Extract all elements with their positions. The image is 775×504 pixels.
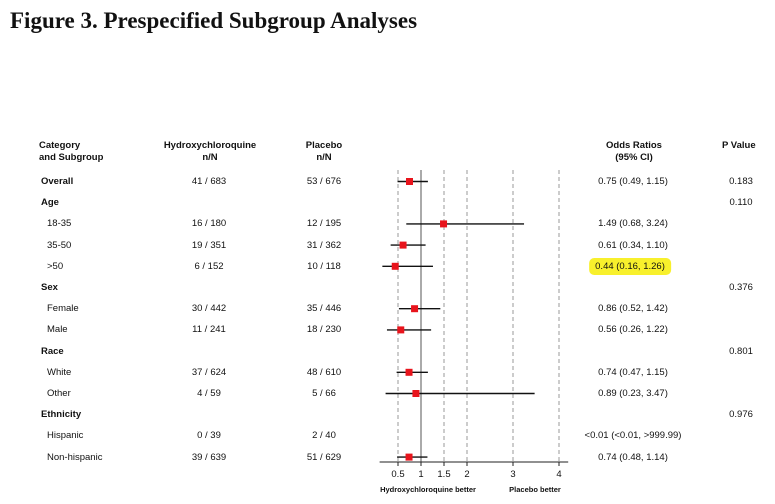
placebo-count: 48 / 610 (306, 366, 342, 378)
header-placebo-line1: Placebo (305, 140, 343, 151)
x-tick-label: 1.5 (437, 469, 450, 480)
point-estimate (411, 305, 419, 313)
point-estimate (405, 368, 413, 376)
placebo-count: 51 / 629 (306, 451, 342, 463)
placebo-count: 12 / 195 (306, 218, 342, 230)
highlighted-ci-text: 0.44 (0.16, 1.26) (589, 257, 671, 275)
subgroup-label: Non-hispanic (47, 451, 103, 463)
category-label: Sex (41, 282, 58, 293)
subgroup-label: Male (47, 324, 68, 336)
placebo-count: 31 / 362 (306, 239, 342, 251)
odds-ratio-ci: 0.44 (0.16, 1.26) (589, 257, 671, 275)
category-label: Age (41, 197, 59, 209)
odds-ratio-ci: 0.86 (0.52, 1.42) (598, 303, 668, 315)
point-estimate (397, 326, 405, 334)
p-value: 0.976 (729, 409, 753, 421)
header-placebo-line2: n/N (316, 152, 332, 163)
p-value: 0.183 (729, 176, 753, 187)
header-p-value: P Value (722, 140, 756, 151)
point-estimate (399, 241, 407, 249)
subgroup-label: 35-50 (47, 239, 72, 251)
category-label: Ethnicity (41, 409, 82, 421)
header-category-line1: Category (39, 140, 81, 151)
hcq-count: 19 / 351 (191, 239, 227, 251)
hcq-count: 16 / 180 (191, 218, 227, 230)
placebo-count: 53 / 676 (306, 176, 342, 187)
subgroup-label: 18-35 (47, 218, 72, 230)
right-direction-label: Placebo better (509, 485, 561, 494)
header-hcq: Hydroxychloroquine n/N (150, 140, 270, 164)
header-or-line2: (95% CI) (615, 152, 653, 163)
odds-ratio-ci: 0.75 (0.49, 1.15) (598, 176, 668, 187)
subgroup-label: Other (47, 388, 71, 399)
x-tick-label: 3 (510, 469, 515, 480)
odds-ratio-ci: <0.01 (<0.01, >999.99) (584, 430, 682, 442)
odds-ratio-ci: 0.89 (0.23, 3.47) (598, 388, 668, 399)
figure-title: Figure 3. Prespecified Subgroup Analyses (10, 8, 418, 33)
header-placebo: Placebo n/N (294, 140, 354, 164)
odds-ratio-ci: 1.49 (0.68, 3.24) (598, 218, 668, 230)
x-tick-label: 2 (464, 469, 469, 480)
hcq-count: 6 / 152 (194, 260, 224, 272)
hcq-count: 30 / 442 (191, 303, 227, 315)
header-odds-ratios: Odds Ratios (95% CI) (594, 140, 674, 164)
header-or-line1: Odds Ratios (606, 140, 662, 151)
hcq-count: 4 / 59 (197, 388, 221, 399)
odds-ratio-ci: 0.56 (0.26, 1.22) (598, 324, 668, 336)
placebo-count: 5 / 66 (312, 388, 336, 399)
p-value: 0.801 (729, 345, 753, 357)
point-estimate (440, 220, 448, 228)
hcq-count: 11 / 241 (192, 324, 226, 336)
odds-ratio-ci: 0.74 (0.47, 1.15) (598, 366, 668, 378)
header-hcq-line1: Hydroxychloroquine (163, 140, 257, 151)
left-direction-label: Hydroxychloroquine better (380, 485, 476, 494)
x-tick-label: 1 (418, 469, 423, 480)
header-hcq-line2: n/N (202, 152, 218, 163)
subgroup-label: White (47, 366, 72, 378)
hcq-count: 0 / 39 (197, 430, 221, 442)
subgroup-label: Female (47, 303, 79, 315)
category-label: Overall (41, 176, 74, 187)
placebo-count: 2 / 40 (312, 430, 336, 442)
point-estimate (412, 390, 420, 397)
header-category: Category and Subgroup (39, 140, 103, 164)
point-estimate (391, 262, 399, 270)
point-estimate (405, 453, 413, 461)
hcq-count: 37 / 624 (191, 366, 227, 378)
header-category-line2: and Subgroup (39, 152, 104, 163)
p-value: 0.110 (729, 197, 753, 209)
odds-ratio-ci: 0.61 (0.34, 1.10) (598, 239, 668, 251)
placebo-count: 35 / 446 (306, 303, 342, 315)
subgroup-label: Hispanic (47, 430, 84, 442)
x-tick-label: 0.5 (391, 469, 404, 480)
p-value: 0.376 (729, 282, 753, 293)
hcq-count: 39 / 639 (191, 451, 227, 463)
hcq-count: 41 / 683 (191, 176, 227, 187)
odds-ratio-ci: 0.74 (0.48, 1.14) (598, 451, 668, 463)
point-estimate (406, 178, 413, 185)
category-label: Race (41, 345, 64, 357)
subgroup-label: >50 (47, 260, 64, 272)
placebo-count: 18 / 230 (306, 324, 342, 336)
x-tick-label: 4 (556, 469, 561, 480)
placebo-count: 10 / 118 (307, 260, 341, 272)
